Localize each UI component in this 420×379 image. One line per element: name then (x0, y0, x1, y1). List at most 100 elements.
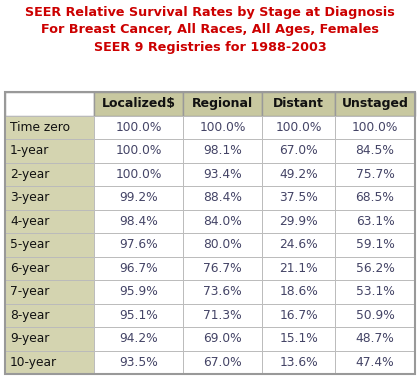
Bar (5, 92, 94, 116)
Bar (335, 92, 415, 116)
Text: 2-year: 2-year (10, 168, 50, 181)
Text: Regional: Regional (192, 97, 253, 110)
Text: 67.0%: 67.0% (279, 144, 318, 157)
Bar (5, 257, 94, 280)
Text: 73.6%: 73.6% (203, 285, 242, 298)
Text: 100.0%: 100.0% (116, 168, 162, 181)
Bar (94, 233, 183, 257)
Text: 24.6%: 24.6% (279, 238, 318, 251)
Bar (262, 280, 335, 304)
Bar (335, 210, 415, 233)
Text: Localized$: Localized$ (102, 97, 176, 110)
Bar (183, 327, 262, 351)
Text: 59.1%: 59.1% (356, 238, 394, 251)
Text: 98.1%: 98.1% (203, 144, 242, 157)
Text: SEER Relative Survival Rates by Stage at Diagnosis
For Breast Cancer, All Races,: SEER Relative Survival Rates by Stage at… (25, 6, 395, 54)
Bar (183, 304, 262, 327)
Bar (335, 257, 415, 280)
Text: 63.1%: 63.1% (356, 215, 394, 228)
Text: 93.5%: 93.5% (119, 356, 158, 369)
Bar (94, 163, 183, 186)
Bar (262, 92, 335, 116)
Text: 3-year: 3-year (10, 191, 50, 204)
Text: 88.4%: 88.4% (203, 191, 242, 204)
Bar (183, 163, 262, 186)
Text: 69.0%: 69.0% (203, 332, 242, 345)
Text: 100.0%: 100.0% (116, 121, 162, 134)
Text: 80.0%: 80.0% (203, 238, 242, 251)
Text: 50.9%: 50.9% (356, 309, 394, 322)
Bar (94, 257, 183, 280)
Bar (5, 280, 94, 304)
Bar (262, 186, 335, 210)
Bar (5, 327, 94, 351)
Bar (94, 351, 183, 374)
Bar (94, 139, 183, 163)
Bar (183, 233, 262, 257)
Bar (5, 304, 94, 327)
Text: 4-year: 4-year (10, 215, 50, 228)
Text: 95.1%: 95.1% (119, 309, 158, 322)
Text: 94.2%: 94.2% (119, 332, 158, 345)
Bar (335, 186, 415, 210)
Text: 6-year: 6-year (10, 262, 50, 275)
Text: 9-year: 9-year (10, 332, 50, 345)
Bar (335, 351, 415, 374)
Text: 100.0%: 100.0% (276, 121, 322, 134)
Bar (183, 257, 262, 280)
Bar (5, 163, 94, 186)
Text: 93.4%: 93.4% (203, 168, 242, 181)
Bar (335, 163, 415, 186)
Text: 13.6%: 13.6% (279, 356, 318, 369)
Bar (5, 139, 94, 163)
Bar (5, 186, 94, 210)
Text: 84.5%: 84.5% (356, 144, 394, 157)
Bar (335, 233, 415, 257)
Bar (183, 186, 262, 210)
Bar (5, 116, 94, 139)
Bar (183, 280, 262, 304)
Bar (94, 186, 183, 210)
Bar (5, 92, 415, 374)
Text: 100.0%: 100.0% (200, 121, 246, 134)
Text: 75.7%: 75.7% (356, 168, 394, 181)
Bar (335, 139, 415, 163)
Text: 100.0%: 100.0% (116, 144, 162, 157)
Bar (262, 210, 335, 233)
Bar (94, 327, 183, 351)
Bar (94, 116, 183, 139)
Text: 53.1%: 53.1% (356, 285, 394, 298)
Bar (5, 351, 94, 374)
Text: 1-year: 1-year (10, 144, 50, 157)
Bar (183, 139, 262, 163)
Text: 71.3%: 71.3% (203, 309, 242, 322)
Bar (183, 210, 262, 233)
Text: Time zero: Time zero (10, 121, 70, 134)
Text: 99.2%: 99.2% (119, 191, 158, 204)
Bar (262, 304, 335, 327)
Bar (94, 304, 183, 327)
Text: 15.1%: 15.1% (279, 332, 318, 345)
Text: 10-year: 10-year (10, 356, 57, 369)
Text: 84.0%: 84.0% (203, 215, 242, 228)
Text: 67.0%: 67.0% (203, 356, 242, 369)
Bar (5, 210, 94, 233)
Text: 5-year: 5-year (10, 238, 50, 251)
Bar (335, 280, 415, 304)
Bar (262, 233, 335, 257)
Bar (183, 351, 262, 374)
Text: Distant: Distant (273, 97, 324, 110)
Bar (5, 233, 94, 257)
Bar (183, 116, 262, 139)
Text: 97.6%: 97.6% (119, 238, 158, 251)
Text: 95.9%: 95.9% (119, 285, 158, 298)
Bar (94, 280, 183, 304)
Text: 49.2%: 49.2% (279, 168, 318, 181)
Bar (262, 351, 335, 374)
Text: 7-year: 7-year (10, 285, 50, 298)
Text: 56.2%: 56.2% (356, 262, 394, 275)
Bar (262, 327, 335, 351)
Bar (94, 92, 183, 116)
Text: 16.7%: 16.7% (279, 309, 318, 322)
Bar (94, 210, 183, 233)
